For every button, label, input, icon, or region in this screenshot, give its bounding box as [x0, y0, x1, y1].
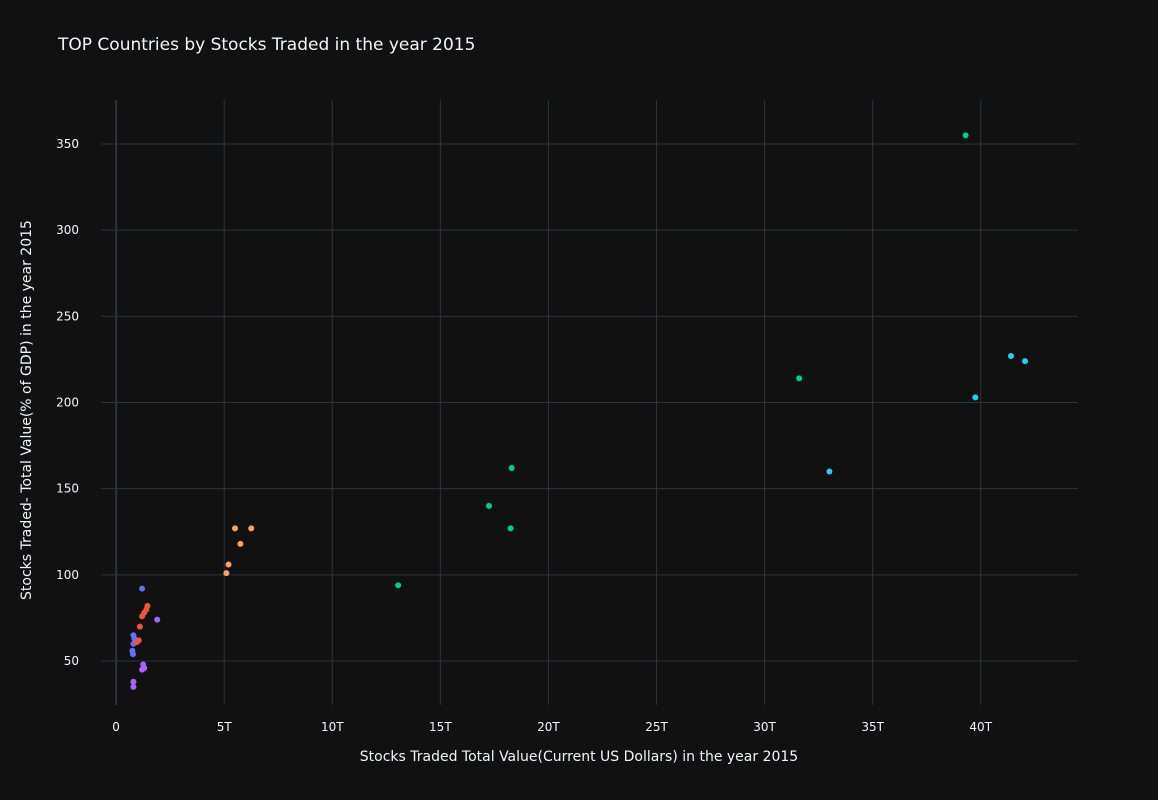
y-tick-label: 300: [56, 223, 79, 237]
x-tick-label: 20T: [537, 720, 560, 734]
data-point[interactable]: [130, 683, 137, 690]
tick-labels: 0 5T 10T 15T 20T 25T 30T 35T 40T 50 100 150 200 250 30…: [56, 137, 993, 734]
y-tick-label: 350: [56, 137, 79, 151]
x-tick-label: 30T: [753, 720, 776, 734]
data-point[interactable]: [237, 540, 244, 547]
data-point[interactable]: [139, 585, 146, 592]
chart-title: TOP Countries by Stocks Traded in the ye…: [57, 35, 475, 55]
data-point[interactable]: [139, 613, 146, 620]
data-point[interactable]: [136, 623, 143, 630]
data-point[interactable]: [796, 375, 803, 382]
x-tick-label: 5T: [217, 720, 233, 734]
data-point[interactable]: [232, 525, 239, 532]
y-tick-label: 50: [64, 654, 79, 668]
data-point[interactable]: [507, 525, 514, 532]
data-point[interactable]: [248, 525, 255, 532]
data-point[interactable]: [139, 666, 146, 673]
data-point[interactable]: [154, 616, 161, 623]
y-tick-label: 200: [56, 396, 79, 410]
x-tick-label: 0: [112, 720, 120, 734]
data-point[interactable]: [1022, 358, 1029, 365]
x-axis-label: Stocks Traded Total Value(Current US Dol…: [360, 749, 798, 765]
data-point[interactable]: [972, 394, 979, 401]
data-point[interactable]: [129, 651, 136, 658]
data-point[interactable]: [1007, 352, 1014, 359]
data-point[interactable]: [223, 570, 230, 577]
data-point[interactable]: [826, 468, 833, 475]
x-tick-label: 25T: [645, 720, 668, 734]
data-point[interactable]: [395, 582, 402, 589]
data-point[interactable]: [508, 464, 515, 471]
y-tick-label: 150: [56, 482, 79, 496]
x-tick-label: 10T: [321, 720, 344, 734]
data-points: [129, 132, 1029, 690]
data-point[interactable]: [130, 678, 137, 685]
data-point[interactable]: [485, 502, 492, 509]
y-tick-label: 100: [56, 568, 79, 582]
data-point[interactable]: [962, 132, 969, 139]
y-axis-label: Stocks Traded- Total Value(% of GDP) in …: [19, 220, 35, 600]
data-point[interactable]: [133, 639, 140, 646]
x-tick-label: 15T: [429, 720, 452, 734]
x-tick-label: 35T: [861, 720, 884, 734]
y-tick-label: 250: [56, 309, 79, 323]
grid-lines: [101, 100, 1078, 705]
data-point[interactable]: [225, 561, 232, 568]
x-tick-label: 40T: [969, 720, 992, 734]
